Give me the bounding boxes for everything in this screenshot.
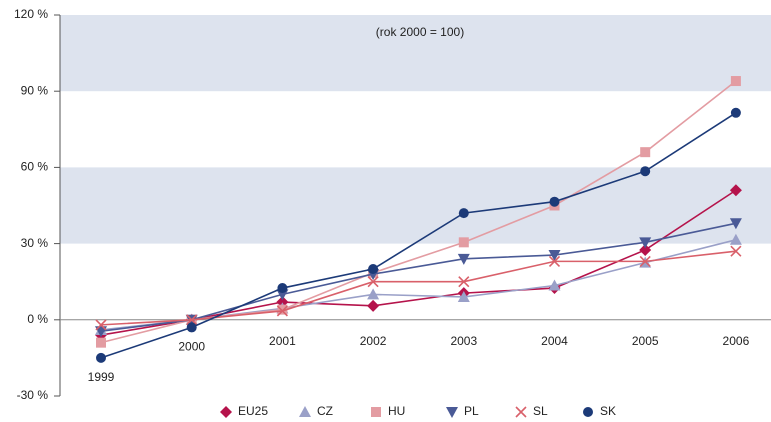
marker — [186, 322, 197, 333]
marker — [457, 290, 470, 302]
legend-label: EU25 — [238, 404, 268, 418]
y-tick-label: 0 % — [27, 312, 48, 326]
legend-item: CZ — [299, 404, 333, 418]
marker — [220, 406, 232, 418]
marker — [299, 406, 311, 417]
x-tick-label: 1999 — [88, 370, 115, 384]
series-line — [100, 250, 736, 326]
bands — [60, 15, 771, 244]
legend-item: HU — [371, 404, 405, 418]
marker — [458, 208, 469, 219]
shaded-band — [60, 15, 771, 92]
marker — [729, 184, 742, 197]
marker — [96, 337, 106, 348]
marker — [458, 276, 470, 288]
y-tick-label: 30 % — [21, 236, 49, 250]
x-tick-label: 2006 — [723, 334, 750, 348]
marker — [730, 245, 742, 257]
y-tick-label: 60 % — [21, 160, 49, 174]
marker — [368, 264, 379, 274]
legend-label: SK — [600, 404, 616, 418]
series-line — [100, 112, 737, 359]
marker — [371, 407, 381, 417]
marker — [639, 243, 652, 256]
legend-label: SL — [533, 404, 548, 418]
legend-item: SK — [583, 404, 616, 418]
marker — [457, 253, 470, 265]
legend-item: PL — [446, 404, 479, 418]
x-tick-label: 2000 — [178, 340, 205, 354]
marker — [458, 237, 469, 248]
y-tick-label: 90 % — [21, 83, 49, 97]
marker — [639, 237, 652, 249]
series-line — [100, 222, 737, 333]
x-tick-label: 2001 — [269, 334, 296, 348]
marker — [277, 304, 288, 315]
marker — [548, 255, 561, 267]
marker — [276, 289, 289, 301]
marker — [729, 233, 742, 245]
marker — [730, 76, 741, 87]
marker — [548, 250, 561, 262]
series-line — [100, 189, 737, 336]
marker — [277, 283, 288, 294]
marker — [367, 276, 379, 288]
marker — [583, 407, 593, 417]
legend-label: PL — [464, 404, 479, 418]
legend-item: SL — [515, 404, 548, 418]
marker — [730, 107, 741, 118]
x-tick-label: 2002 — [360, 334, 387, 348]
marker — [549, 196, 560, 207]
y-tick-label: -30 % — [17, 388, 49, 402]
x-tick-label: 2004 — [541, 334, 568, 348]
y-tick-label: 120 % — [14, 7, 48, 21]
marker — [367, 299, 380, 312]
marker — [446, 407, 458, 418]
legend-label: HU — [388, 404, 405, 418]
marker — [96, 352, 106, 363]
marker — [640, 166, 651, 177]
marker — [639, 255, 651, 267]
marker — [548, 279, 561, 291]
legend-item: EU25 — [220, 404, 268, 418]
marker — [95, 319, 107, 331]
shaded-band — [60, 167, 771, 244]
marker — [367, 288, 380, 300]
annotation: (rok 2000 = 100) — [376, 25, 464, 39]
marker — [640, 147, 651, 158]
marker — [276, 305, 288, 317]
marker — [729, 218, 742, 230]
legend-label: CZ — [317, 404, 333, 418]
marker — [186, 314, 198, 326]
x-tick-label: 2005 — [632, 334, 659, 348]
x-tick-label: 2003 — [450, 334, 477, 348]
marker — [515, 406, 527, 418]
